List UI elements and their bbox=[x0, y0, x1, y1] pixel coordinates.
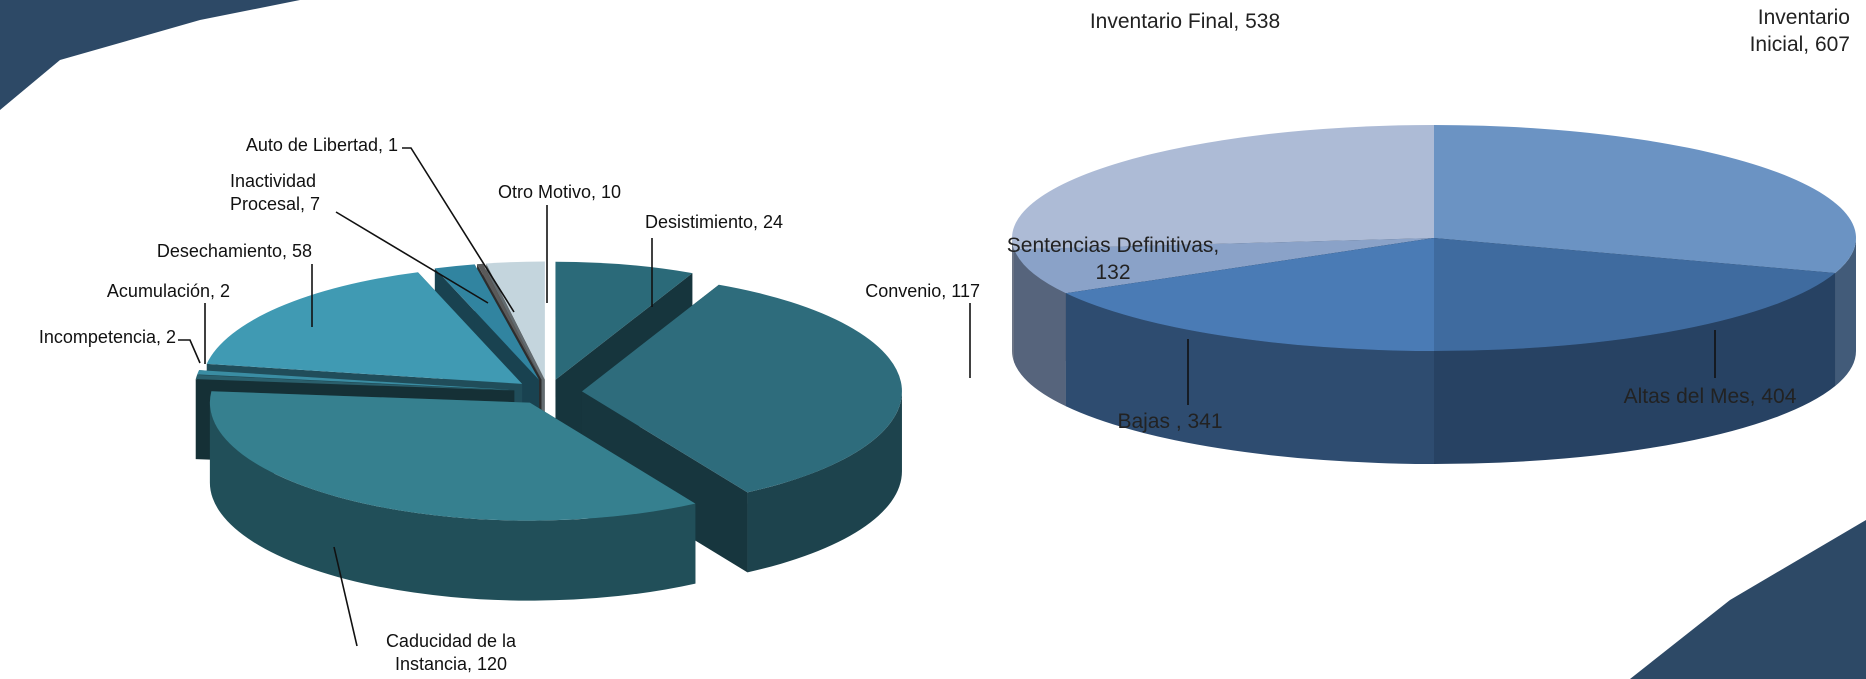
data-label: Acumulación, 2 bbox=[106, 281, 230, 301]
slice bbox=[1065, 238, 1434, 464]
slice-top bbox=[197, 370, 515, 391]
slice-top bbox=[209, 391, 696, 521]
data-label: Incompetencia, 2 bbox=[38, 327, 176, 347]
slice-top bbox=[555, 261, 693, 380]
data-label: Convenio, 117 bbox=[865, 281, 980, 301]
slice-face bbox=[581, 391, 748, 573]
slice-side bbox=[1434, 273, 1836, 464]
data-label: Caducidad de la Instancia, 120 bbox=[385, 631, 517, 675]
leader-lines bbox=[178, 147, 1716, 647]
slice-top bbox=[1011, 125, 1434, 250]
data-label: Desechamiento, 58 bbox=[156, 241, 312, 261]
slice-top bbox=[477, 263, 542, 380]
slice-top bbox=[206, 272, 523, 384]
decoration bbox=[0, 0, 300, 110]
data-label: Otro Motivo, 10 bbox=[498, 182, 622, 202]
data-label: Inventario Final, 538 bbox=[1089, 10, 1281, 33]
slice bbox=[581, 284, 902, 573]
leader-line bbox=[178, 339, 201, 364]
slice-top bbox=[581, 284, 902, 493]
slice-top bbox=[1434, 238, 1836, 351]
pies bbox=[195, 125, 1856, 601]
data-label: Inactividad Procesal, 7 bbox=[230, 171, 321, 215]
slice-top bbox=[1065, 238, 1434, 351]
leader-line bbox=[333, 546, 358, 647]
slice-top bbox=[1014, 238, 1434, 294]
slice bbox=[1434, 238, 1836, 464]
slice-top bbox=[434, 264, 540, 380]
slice-side bbox=[747, 391, 902, 573]
slice bbox=[209, 391, 696, 601]
slice-top bbox=[195, 374, 515, 391]
slice-side bbox=[1014, 249, 1066, 407]
decoration bbox=[1630, 520, 1866, 679]
slice-side bbox=[1012, 238, 1015, 363]
data-label: Inventario Inicial, 607 bbox=[1749, 6, 1850, 57]
data-label: Bajas , 341 bbox=[1117, 410, 1223, 433]
data-label: Altas del Mes, 404 bbox=[1623, 385, 1797, 408]
slice-side bbox=[1065, 293, 1434, 464]
slice-side bbox=[1835, 238, 1856, 387]
slice-top bbox=[1434, 125, 1856, 274]
leader-line bbox=[402, 147, 515, 313]
data-label: Auto de Libertad, 1 bbox=[245, 135, 398, 155]
leader-line bbox=[335, 211, 489, 304]
slice-side bbox=[209, 402, 696, 601]
data-label: Sentencias Definitivas, 132 bbox=[1006, 234, 1220, 285]
data-label: Desistimiento, 24 bbox=[645, 212, 784, 232]
